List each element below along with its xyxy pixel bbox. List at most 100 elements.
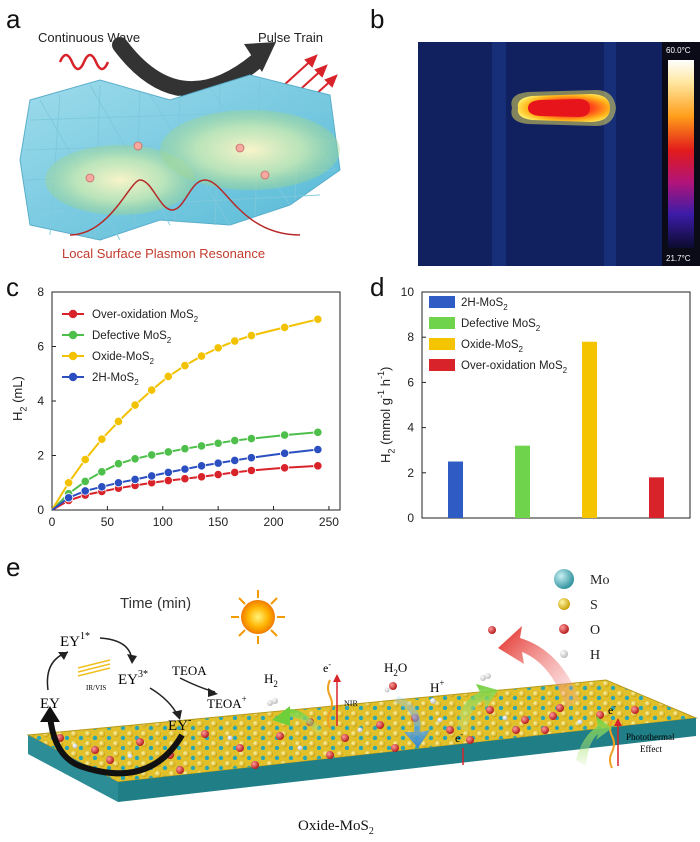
y-tick-label: 6 [407,375,414,389]
pulse-train-label: Pulse Train [258,30,323,45]
chart-c-legend: Over-oxidation MoS2 Defective MoS2 Oxide-M… [62,309,199,387]
cycle-arrow-head [172,710,182,720]
y-tick-label: 0 [37,503,44,517]
data-point [180,360,190,371]
legend-atom-icon [559,624,569,634]
data-point [230,455,240,466]
data-point [196,441,207,451]
legend-marker [68,372,78,382]
legend-marker [68,330,78,340]
data-point [113,478,124,488]
bar [515,445,530,518]
data-point [97,482,107,492]
lspr-label: Local Surface Plasmon Resonance [62,246,265,261]
data-point [313,461,323,471]
data-point [213,458,223,468]
y-tick-label: 8 [37,285,44,299]
green-arrow-h2-head [272,706,290,726]
legend-label: Over-oxidation MoS2 [92,309,199,324]
panel-letter-c: c [6,272,19,302]
data-point [246,330,256,341]
panel-e-mechanism-diagram: Time (min) Oxide-MoS2 EY1* EY EY3* EY- T… [26,569,698,837]
y-tick-label: 0 [407,511,414,525]
continuous-wave-icon [58,53,110,71]
data-point [130,400,140,410]
x-tick-label: 100 [153,515,173,529]
data-point [64,493,74,503]
legend-label: Oxide-MoS2 [461,339,524,354]
data-point [213,469,223,480]
hot-spot-inner [528,99,590,117]
bar [582,341,597,518]
data-point [230,467,240,477]
blue-arrow-h2o [394,696,430,748]
temp-max-label: 60.0°C [666,46,691,55]
oxygen-atom-icon [488,626,496,634]
nir-arrow-head [333,674,341,682]
data-point [246,465,256,476]
cycle-arrow-isc [99,637,133,661]
chart-d-bars [448,341,664,518]
panel-letter-e: e [6,552,21,582]
chart-d-axes: 0 2 4 6 8 10 H2 (mmol g-1 h-1) [376,285,691,525]
legend-marker [68,351,78,361]
panel-letter-a: a [6,4,21,34]
data-point [230,336,240,346]
temp-min-label: 21.7°C [666,254,691,263]
data-point [147,385,157,395]
cycle-arrow-head [58,652,68,660]
legend-label: Defective MoS2 [461,318,541,333]
h2-product-label: H2 [264,671,278,689]
legend-label: 2H-MoS2 [92,372,139,387]
chart-c-series [51,314,323,511]
oxide-mos2-slab [26,679,698,802]
chart-c-axes: 0 50 100 150 200 250 0 2 4 6 8 H2 (mL) [10,285,341,529]
y-tick-label: 10 [401,285,415,299]
data-point [80,476,90,486]
data-point [97,467,107,477]
teoa-label: TEOA [172,663,207,678]
data-point [313,314,323,324]
data-point [196,472,207,482]
data-point [113,416,124,427]
time-axis-label: Time (min) [120,595,191,612]
data-point [280,448,290,458]
ey3-label: EY3* [118,669,148,688]
legend-label: Defective MoS2 [92,330,172,345]
h2o-molecule-icon [384,682,397,693]
electron-label: e- [455,730,463,745]
ey1-label: EY1* [60,631,90,650]
data-point [163,447,173,457]
crystal-lattice [19,74,341,241]
plot-frame [421,291,691,519]
y-tick-label: 6 [37,340,44,354]
oxygen-atom-icon [512,726,520,734]
h2-molecule-icon [267,698,278,706]
element-legend: Mo SOH [554,569,609,663]
ey-label: EY [40,696,60,712]
data-point [64,478,74,488]
y-tick-label: 2 [37,449,44,463]
thermal-streak [492,42,506,266]
electron-nir-label: e- [323,660,331,675]
legend-atom-label: O [590,623,600,638]
data-point [147,471,157,481]
data-point [246,434,256,444]
cycle-arrow-head [208,688,218,697]
y-tick-label: 4 [37,394,44,408]
green-arrow-hplus [458,684,498,732]
x-tick-label: 150 [208,515,228,529]
legend-swatch [429,296,455,308]
y-tick-label: 2 [407,466,414,480]
data-point [80,486,90,496]
green-arrow-right [576,716,612,766]
bar [448,461,463,518]
data-point [313,427,323,437]
data-point [180,474,190,484]
legend-marker [68,309,78,319]
red-arrow-oxygen [498,626,580,708]
teoa-plus-label: TEOA+ [207,694,247,711]
lspr-curve [69,179,301,236]
curved-arrow-icon [112,37,266,98]
data-point [280,430,290,440]
